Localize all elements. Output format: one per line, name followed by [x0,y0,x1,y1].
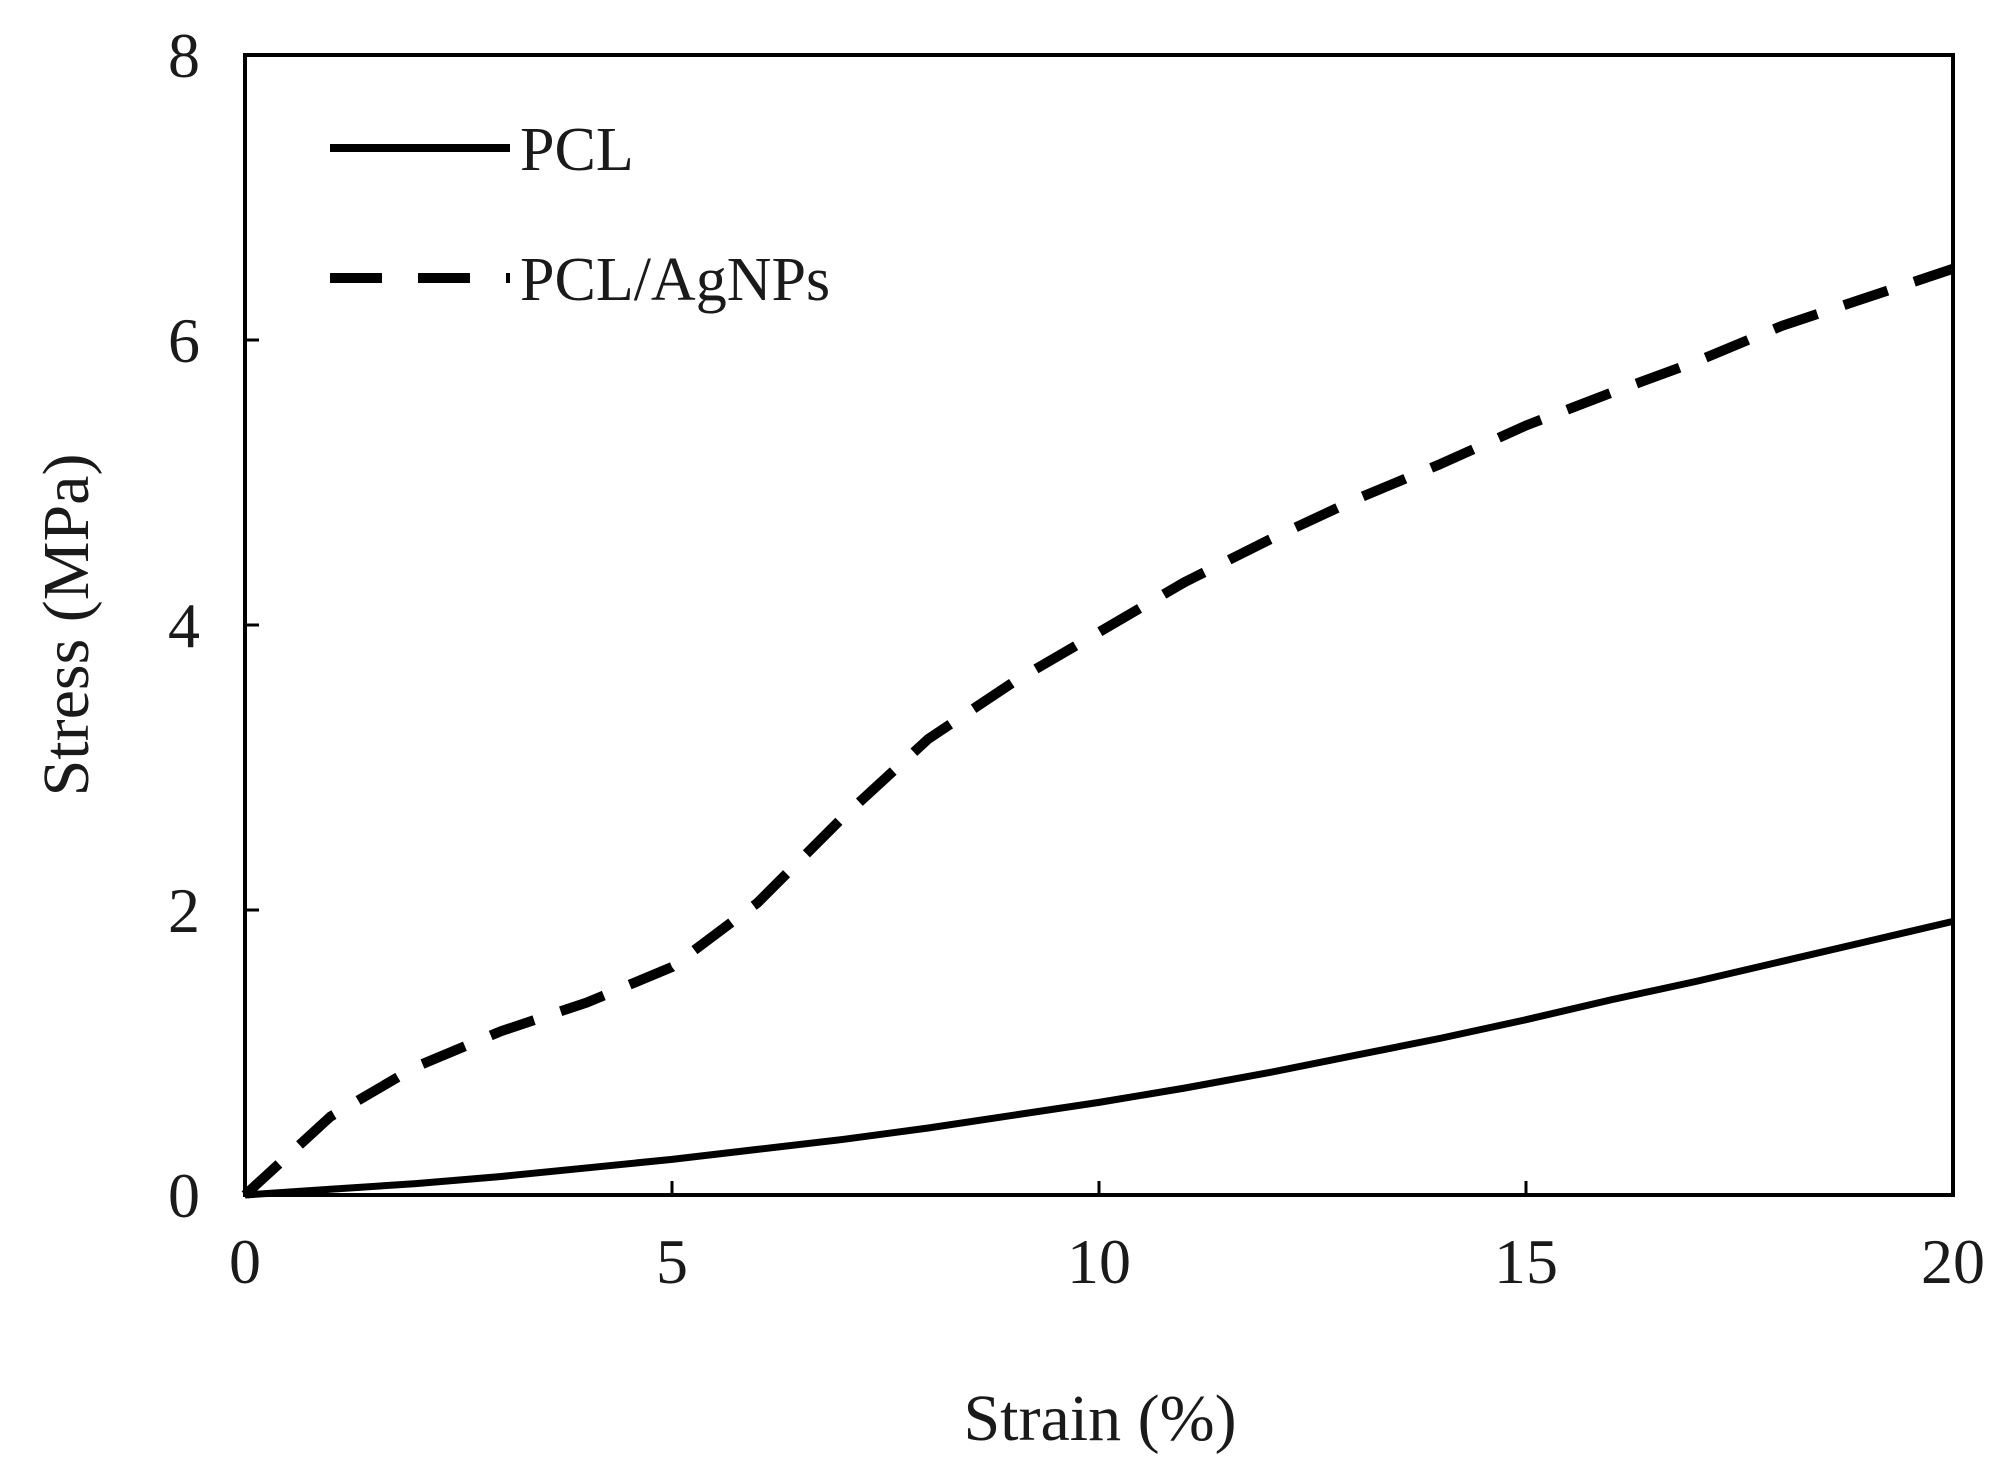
x-tick-label: 20 [1921,1226,1985,1297]
x-axis-ticks: 0 5 10 15 20 [229,1181,1985,1297]
series-line-pcl-agnps [241,264,1955,1199]
legend-label: PCL/AgNPs [520,246,830,314]
x-axis-title: Strain (%) [963,1382,1236,1455]
x-tick-label: 15 [1494,1226,1558,1297]
x-tick-label: 0 [229,1226,261,1297]
y-axis-title: Stress (MPa) [30,454,103,797]
series-layer [241,264,1955,1199]
y-axis-ticks: 0 2 4 6 8 [168,20,259,1231]
x-tick-label: 10 [1067,1226,1131,1297]
y-tick-label: 0 [168,1160,200,1231]
x-tick-label: 5 [656,1226,688,1297]
series-line-pcl [244,917,1954,1199]
y-tick-label: 8 [168,20,200,91]
legend-label: PCL [520,116,634,184]
y-tick-label: 2 [168,875,200,946]
legend: PCL PCL/AgNPs [330,116,830,314]
y-tick-label: 4 [168,590,200,661]
y-tick-label: 6 [168,305,200,376]
